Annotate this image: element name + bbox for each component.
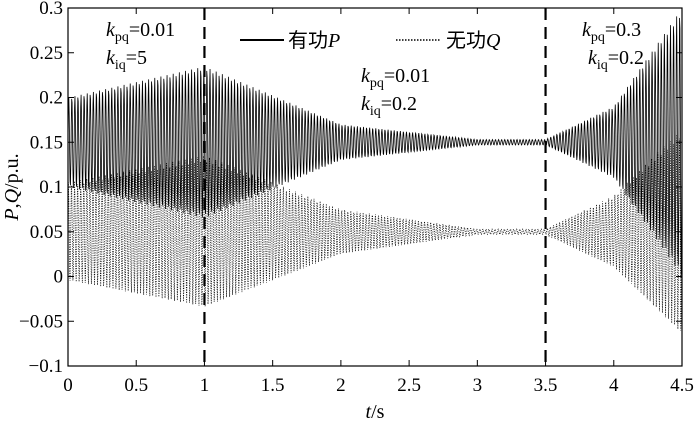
legend-q-label: 无功Q — [446, 29, 501, 52]
y-tick-label: −0.1 — [29, 356, 63, 377]
y-tick-label: 0.2 — [39, 88, 63, 109]
annotation-phase-2: kpq=0.01 kiq=0.2 — [361, 65, 430, 119]
x-tick-label: 1 — [200, 375, 210, 396]
y-tick-label: 0.25 — [30, 43, 63, 64]
legend-p-label: 有功P — [288, 29, 340, 52]
x-tick-label: 4 — [609, 375, 619, 396]
annotation-2-kpq: kpq=0.01 — [361, 65, 430, 91]
series-layer — [67, 16, 683, 331]
tick-layer: 0 0.5 1 1.5 2 2.5 3 3.5 4 4.5 −0.1 −0.05 0 0.05 0.1 0.1… — [19, 0, 694, 396]
y-tick-label: 0.3 — [39, 0, 63, 19]
y-tick-label: 0.15 — [30, 132, 63, 153]
x-tick-label: 0 — [63, 375, 73, 396]
legend: 有功P 无功Q — [240, 29, 501, 52]
y-tick-label: 0.1 — [39, 177, 63, 198]
x-tick-label: 0.5 — [124, 375, 148, 396]
annotation-3-kiq: kiq=0.2 — [588, 47, 644, 73]
x-tick-label: 3.5 — [534, 375, 558, 396]
y-tick-label: −0.05 — [19, 311, 63, 332]
annotation-3-kpq: kpq=0.3 — [582, 19, 641, 45]
switch-layer — [203, 8, 547, 366]
y-tick-label: 0.05 — [30, 222, 63, 243]
y-axis-label: P,Q/p.u. — [1, 153, 23, 221]
x-axis-label: t/s — [366, 401, 385, 423]
y-tick-label: 0 — [54, 267, 64, 288]
x-tick-label: 2.5 — [397, 375, 421, 396]
x-tick-label: 3 — [473, 375, 483, 396]
x-tick-label: 1.5 — [261, 375, 285, 396]
x-tick-label: 4.5 — [670, 375, 694, 396]
series-p-line — [67, 16, 683, 275]
annotation-phase-1: kpq=0.01 kiq=5 — [106, 19, 175, 73]
annotation-1-kpq: kpq=0.01 — [106, 19, 175, 45]
annotation-1-kiq: kiq=5 — [106, 47, 147, 73]
x-tick-label: 2 — [336, 375, 346, 396]
annotation-phase-3: kpq=0.3 kiq=0.2 — [582, 19, 644, 73]
annotation-2-kiq: kiq=0.2 — [361, 93, 417, 119]
series-q-line — [67, 134, 683, 331]
